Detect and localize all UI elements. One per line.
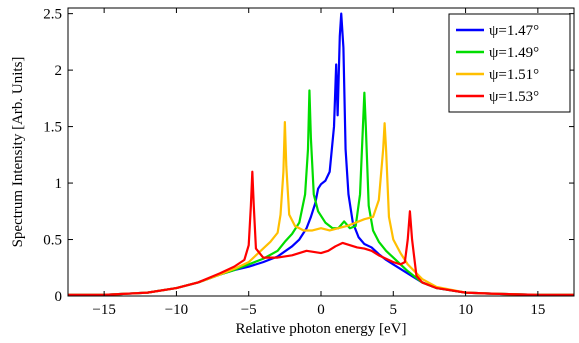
ticks — [68, 8, 574, 297]
tick-labels: −15 −10 −5 0 5 10 15 0 0.5 1 1.5 2 2.5 — [43, 7, 545, 318]
y-tick-label: 1.5 — [43, 120, 62, 136]
legend-entry: ψ=1.47° — [489, 23, 539, 39]
plot-lines — [68, 12, 574, 296]
x-tick-label: 0 — [317, 302, 325, 318]
x-tick-label: −15 — [92, 302, 115, 318]
y-tick-label: 1 — [55, 176, 63, 192]
x-tick-label: 15 — [530, 302, 545, 318]
x-tick-label: 10 — [458, 302, 473, 318]
y-tick-label: 0 — [55, 289, 63, 305]
x-tick-label: −5 — [241, 302, 257, 318]
series-line-2 — [68, 89, 574, 296]
x-tick-label: −10 — [165, 302, 188, 318]
series-line-3 — [68, 120, 574, 296]
y-tick-label: 2 — [55, 63, 63, 79]
series-line-4 — [68, 170, 574, 296]
legend-entry: ψ=1.53° — [489, 89, 539, 105]
y-tick-label: 0.5 — [43, 233, 62, 249]
y-tick-label: 2.5 — [43, 7, 62, 23]
x-axis-label: Relative photon energy [eV] — [236, 321, 407, 337]
series-line-1 — [68, 12, 574, 296]
x-tick-label: 5 — [390, 302, 398, 318]
legend: ψ=1.47° ψ=1.49° ψ=1.51° ψ=1.53° — [448, 13, 571, 113]
legend-entry: ψ=1.51° — [489, 67, 539, 83]
legend-entry: ψ=1.49° — [489, 45, 539, 61]
y-axis-label: Spectrum Intensity [Arb. Units] — [10, 57, 26, 248]
